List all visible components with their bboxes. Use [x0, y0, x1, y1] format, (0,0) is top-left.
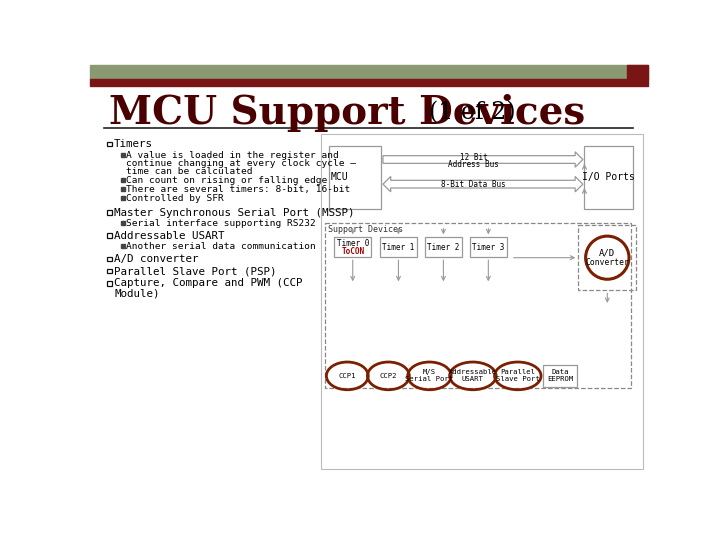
Bar [425, 237, 462, 257]
Text: continue changing at every clock cycle –: continue changing at every clock cycle – [127, 159, 356, 168]
Bar [107, 142, 112, 146]
Bar [469, 237, 507, 257]
Text: Timer 1: Timer 1 [382, 243, 415, 252]
Text: Another serial data communication: Another serial data communication [127, 242, 316, 251]
Bar [380, 237, 417, 257]
Text: Serial interface supporting RS232: Serial interface supporting RS232 [127, 219, 316, 228]
Text: MCU Support Devices: MCU Support Devices [109, 93, 585, 132]
Text: Addressable
USART: Addressable USART [449, 369, 497, 382]
Bar [90, 65, 648, 79]
Text: Timer 2: Timer 2 [427, 243, 459, 252]
Bar [107, 233, 112, 238]
Bar [107, 256, 112, 261]
Text: I/O Ports: I/O Ports [582, 172, 635, 182]
Bar [578, 225, 636, 291]
Text: Master Synchronous Serial Port (MSSP): Master Synchronous Serial Port (MSSP) [114, 208, 354, 218]
Text: time can be calculated: time can be calculated [127, 166, 253, 176]
Text: Address Bus: Address Bus [448, 160, 499, 168]
Bar [107, 281, 112, 286]
Bar [325, 222, 631, 388]
Text: 8-Bit Data Bus: 8-Bit Data Bus [441, 180, 506, 190]
Bar [121, 197, 125, 200]
Text: 12 Bit: 12 Bit [460, 153, 487, 161]
Text: M/S
Serial Port: M/S Serial Port [405, 369, 454, 382]
Bar [121, 221, 125, 225]
Text: Capture, Compare and PWM (CCP: Capture, Compare and PWM (CCP [114, 279, 302, 288]
Text: (1 of 2): (1 of 2) [429, 101, 516, 124]
Bar [544, 365, 577, 387]
Text: Data
EEPROM: Data EEPROM [547, 369, 574, 382]
Text: Timers: Timers [114, 139, 153, 149]
Bar [585, 146, 632, 209]
Bar [627, 65, 648, 79]
Bar [121, 178, 125, 182]
Bar [121, 244, 125, 248]
Bar [107, 211, 112, 215]
Text: Timer 0: Timer 0 [336, 239, 369, 248]
Text: Timer 3: Timer 3 [472, 243, 505, 252]
Text: ToCON: ToCON [341, 247, 364, 255]
Text: Can count on rising or falling edge: Can count on rising or falling edge [127, 176, 328, 185]
Text: MCU: MCU [330, 172, 348, 182]
Text: Module): Module) [114, 288, 160, 299]
Text: Controlled by SFR: Controlled by SFR [127, 194, 224, 203]
Text: Parallel
Slave Port: Parallel Slave Port [496, 369, 540, 382]
Text: CCP1: CCP1 [338, 373, 356, 379]
Bar [329, 146, 382, 209]
Text: Converter: Converter [585, 258, 629, 267]
Bar [121, 153, 125, 157]
Bar [121, 187, 125, 191]
Text: CCP2: CCP2 [379, 373, 397, 379]
Text: A/D converter: A/D converter [114, 254, 199, 264]
Text: Addressable USART: Addressable USART [114, 231, 225, 241]
Bar [334, 237, 372, 257]
Text: Support Devices: Support Devices [328, 225, 403, 234]
Bar [321, 134, 642, 469]
Text: There are several timers: 8-bit, 16-bit: There are several timers: 8-bit, 16-bit [127, 185, 351, 194]
Text: A value is loaded in the register and: A value is loaded in the register and [127, 151, 339, 160]
Bar [90, 79, 648, 86]
Bar [107, 269, 112, 273]
Text: Parallel Slave Port (PSP): Parallel Slave Port (PSP) [114, 266, 276, 276]
Text: A/D: A/D [599, 248, 616, 258]
